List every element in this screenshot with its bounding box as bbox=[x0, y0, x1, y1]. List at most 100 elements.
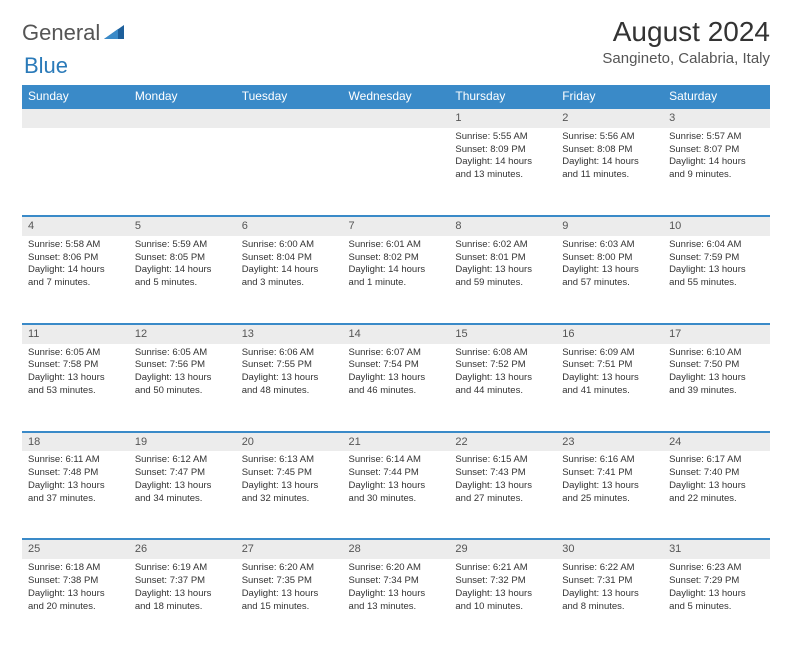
day-cell-line: and 27 minutes. bbox=[455, 493, 550, 506]
weekday-header: Wednesday bbox=[343, 85, 450, 108]
day-number: 20 bbox=[236, 432, 343, 452]
day-cell-line: and 11 minutes. bbox=[562, 169, 657, 182]
logo: General bbox=[22, 20, 126, 46]
day-cell-line: Sunset: 8:09 PM bbox=[455, 144, 550, 157]
day-number: 19 bbox=[129, 432, 236, 452]
day-cell-line: and 34 minutes. bbox=[135, 493, 230, 506]
day-cell-line: Sunset: 7:43 PM bbox=[455, 467, 550, 480]
week-row: Sunrise: 6:11 AMSunset: 7:48 PMDaylight:… bbox=[22, 451, 770, 539]
day-number: 29 bbox=[449, 539, 556, 559]
day-cell-line: Sunrise: 5:58 AM bbox=[28, 239, 123, 252]
day-cell: Sunrise: 6:12 AMSunset: 7:47 PMDaylight:… bbox=[129, 451, 236, 539]
day-cell-line: Sunrise: 6:03 AM bbox=[562, 239, 657, 252]
day-cell-line: and 30 minutes. bbox=[349, 493, 444, 506]
day-cell-line: Sunset: 7:41 PM bbox=[562, 467, 657, 480]
day-number: 8 bbox=[449, 216, 556, 236]
day-cell-line: Sunset: 8:00 PM bbox=[562, 252, 657, 265]
day-number bbox=[343, 108, 450, 128]
day-cell-line: Daylight: 13 hours bbox=[562, 480, 657, 493]
day-number: 31 bbox=[663, 539, 770, 559]
day-cell-line: Daylight: 13 hours bbox=[28, 588, 123, 601]
day-cell: Sunrise: 6:07 AMSunset: 7:54 PMDaylight:… bbox=[343, 344, 450, 432]
day-cell-line: Sunset: 7:52 PM bbox=[455, 359, 550, 372]
day-cell-line: Sunrise: 6:22 AM bbox=[562, 562, 657, 575]
day-cell-line: Sunrise: 6:05 AM bbox=[135, 347, 230, 360]
day-cell-line: Sunrise: 6:17 AM bbox=[669, 454, 764, 467]
day-cell: Sunrise: 5:58 AMSunset: 8:06 PMDaylight:… bbox=[22, 236, 129, 324]
day-cell-line: Sunset: 8:08 PM bbox=[562, 144, 657, 157]
weekday-header: Thursday bbox=[449, 85, 556, 108]
day-cell-line: Daylight: 13 hours bbox=[562, 372, 657, 385]
day-cell-line: Sunrise: 6:05 AM bbox=[28, 347, 123, 360]
day-cell: Sunrise: 6:15 AMSunset: 7:43 PMDaylight:… bbox=[449, 451, 556, 539]
day-cell-line: Sunrise: 6:10 AM bbox=[669, 347, 764, 360]
day-cell bbox=[22, 128, 129, 216]
day-cell-line: and 5 minutes. bbox=[135, 277, 230, 290]
daynum-row: 45678910 bbox=[22, 216, 770, 236]
day-cell-line: and 22 minutes. bbox=[669, 493, 764, 506]
day-cell-line: Daylight: 13 hours bbox=[455, 588, 550, 601]
day-cell-line: and 59 minutes. bbox=[455, 277, 550, 290]
day-cell-line: Daylight: 13 hours bbox=[669, 264, 764, 277]
day-cell: Sunrise: 5:59 AMSunset: 8:05 PMDaylight:… bbox=[129, 236, 236, 324]
day-cell: Sunrise: 6:01 AMSunset: 8:02 PMDaylight:… bbox=[343, 236, 450, 324]
day-cell: Sunrise: 6:17 AMSunset: 7:40 PMDaylight:… bbox=[663, 451, 770, 539]
day-number: 12 bbox=[129, 324, 236, 344]
day-number bbox=[22, 108, 129, 128]
day-cell-line: Sunrise: 6:18 AM bbox=[28, 562, 123, 575]
day-number: 25 bbox=[22, 539, 129, 559]
day-cell-line: Sunset: 7:56 PM bbox=[135, 359, 230, 372]
day-number: 4 bbox=[22, 216, 129, 236]
day-number: 7 bbox=[343, 216, 450, 236]
day-cell-line: Daylight: 13 hours bbox=[562, 264, 657, 277]
day-number: 5 bbox=[129, 216, 236, 236]
day-cell-line: Sunrise: 6:20 AM bbox=[349, 562, 444, 575]
day-cell: Sunrise: 6:03 AMSunset: 8:00 PMDaylight:… bbox=[556, 236, 663, 324]
day-cell-line: Daylight: 13 hours bbox=[242, 588, 337, 601]
day-cell: Sunrise: 6:13 AMSunset: 7:45 PMDaylight:… bbox=[236, 451, 343, 539]
day-cell-line: Daylight: 13 hours bbox=[135, 480, 230, 493]
day-cell-line: and 1 minute. bbox=[349, 277, 444, 290]
day-cell: Sunrise: 6:18 AMSunset: 7:38 PMDaylight:… bbox=[22, 559, 129, 647]
day-cell-line: and 46 minutes. bbox=[349, 385, 444, 398]
day-cell-line: and 53 minutes. bbox=[28, 385, 123, 398]
day-cell-line: Sunset: 7:47 PM bbox=[135, 467, 230, 480]
day-cell-line: Sunset: 8:02 PM bbox=[349, 252, 444, 265]
day-cell-line: Sunrise: 6:01 AM bbox=[349, 239, 444, 252]
logo-triangle-icon bbox=[104, 21, 124, 39]
day-cell-line: and 25 minutes. bbox=[562, 493, 657, 506]
day-number: 1 bbox=[449, 108, 556, 128]
day-cell-line: Sunset: 7:59 PM bbox=[669, 252, 764, 265]
day-cell-line: and 7 minutes. bbox=[28, 277, 123, 290]
day-cell: Sunrise: 6:22 AMSunset: 7:31 PMDaylight:… bbox=[556, 559, 663, 647]
day-cell-line: and 50 minutes. bbox=[135, 385, 230, 398]
day-cell-line: and 13 minutes. bbox=[455, 169, 550, 182]
day-cell-line: Sunrise: 6:09 AM bbox=[562, 347, 657, 360]
day-cell: Sunrise: 6:21 AMSunset: 7:32 PMDaylight:… bbox=[449, 559, 556, 647]
day-cell-line: Daylight: 13 hours bbox=[669, 588, 764, 601]
day-cell-line: Sunset: 7:55 PM bbox=[242, 359, 337, 372]
day-cell-line: Sunset: 7:45 PM bbox=[242, 467, 337, 480]
day-cell-line: Daylight: 13 hours bbox=[349, 372, 444, 385]
day-cell-line: and 55 minutes. bbox=[669, 277, 764, 290]
day-cell: Sunrise: 6:05 AMSunset: 7:58 PMDaylight:… bbox=[22, 344, 129, 432]
day-number: 28 bbox=[343, 539, 450, 559]
day-cell: Sunrise: 6:00 AMSunset: 8:04 PMDaylight:… bbox=[236, 236, 343, 324]
day-cell bbox=[236, 128, 343, 216]
day-number bbox=[129, 108, 236, 128]
day-number: 27 bbox=[236, 539, 343, 559]
day-cell-line: Sunrise: 6:13 AM bbox=[242, 454, 337, 467]
weekday-header-row: Sunday Monday Tuesday Wednesday Thursday… bbox=[22, 85, 770, 108]
day-cell-line: Daylight: 13 hours bbox=[349, 588, 444, 601]
day-cell-line: Sunset: 7:51 PM bbox=[562, 359, 657, 372]
day-number: 23 bbox=[556, 432, 663, 452]
day-cell: Sunrise: 6:09 AMSunset: 7:51 PMDaylight:… bbox=[556, 344, 663, 432]
day-cell-line: Sunset: 7:37 PM bbox=[135, 575, 230, 588]
day-cell-line: Sunset: 7:44 PM bbox=[349, 467, 444, 480]
day-cell-line: and 37 minutes. bbox=[28, 493, 123, 506]
week-row: Sunrise: 6:18 AMSunset: 7:38 PMDaylight:… bbox=[22, 559, 770, 647]
weekday-header: Saturday bbox=[663, 85, 770, 108]
weekday-header: Sunday bbox=[22, 85, 129, 108]
day-cell-line: Sunset: 7:31 PM bbox=[562, 575, 657, 588]
day-cell-line: and 3 minutes. bbox=[242, 277, 337, 290]
